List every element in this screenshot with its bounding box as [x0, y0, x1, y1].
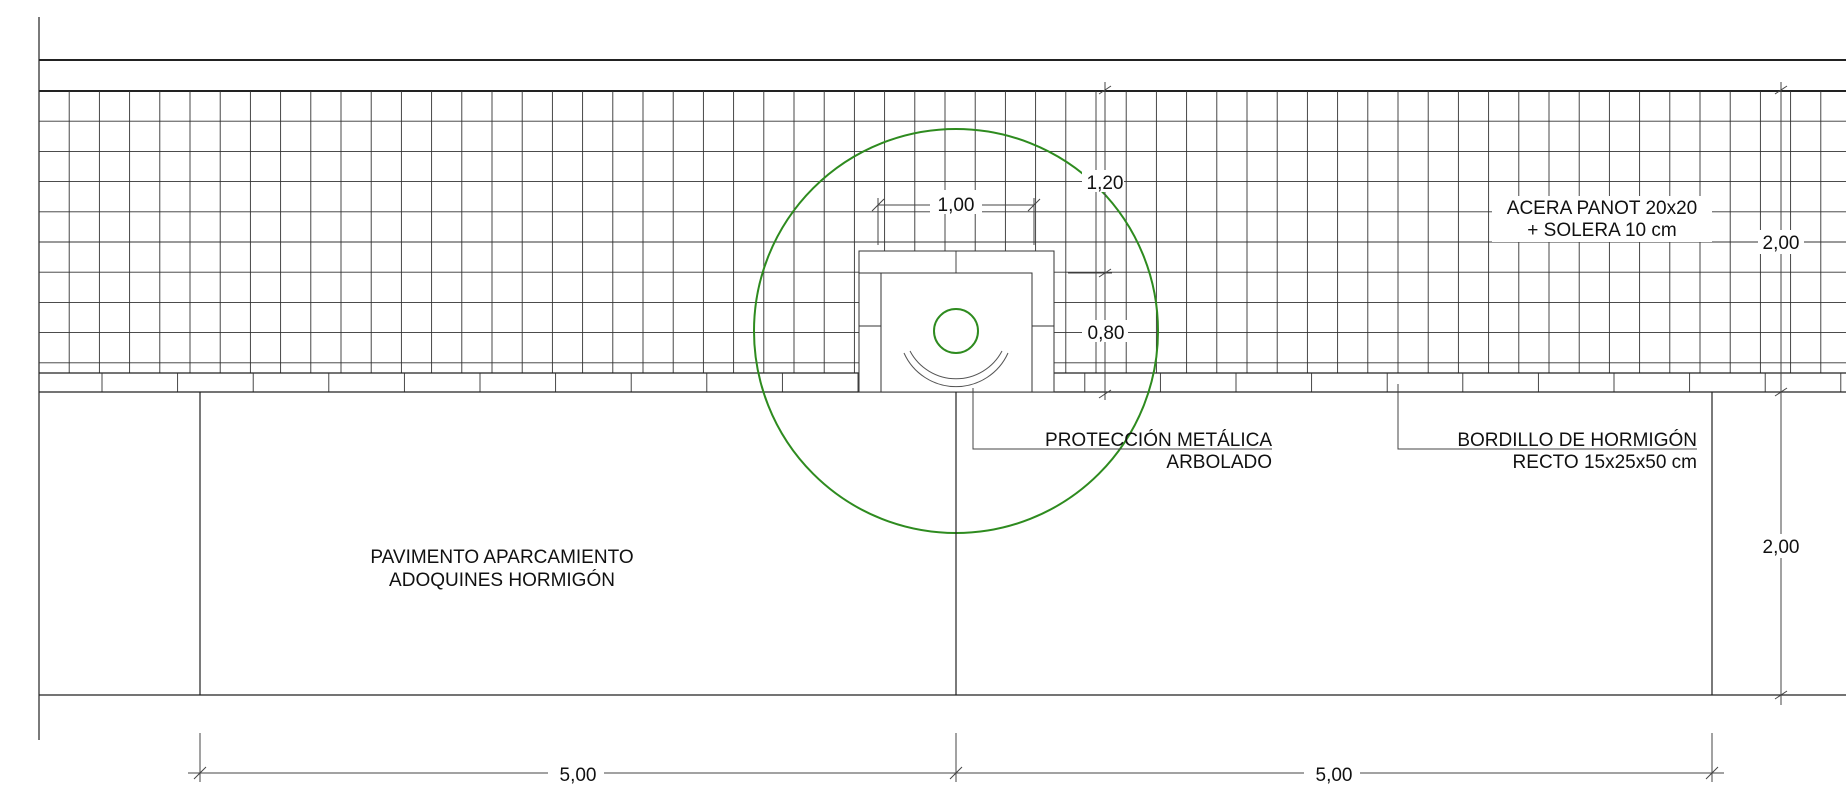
tree-pit-inner: [880, 272, 1033, 393]
sidewalk-label-line2: + SOLERA 10 cm: [1527, 220, 1676, 241]
dimension-right: 2,00 2,00: [1758, 82, 1804, 705]
dimension-pit-depth-label: 0,80: [1088, 323, 1125, 344]
sidewalk-tile-grid: [39, 91, 1846, 374]
sidewalk-annotation: ACERA PANOT 20x20 + SOLERA 10 cm: [1492, 196, 1712, 242]
dimension-bay-left-label: 5,00: [560, 765, 597, 786]
sidewalk-label-line1: ACERA PANOT 20x20: [1507, 198, 1697, 219]
dimension-bay-right-label: 5,00: [1316, 765, 1353, 786]
dimension-sidewalk-width-label: 2,00: [1763, 233, 1800, 254]
dimension-pit-width-label: 1,00: [938, 195, 975, 216]
parking-label-line2: ADOQUINES HORMIGÓN: [389, 569, 615, 591]
protection-label-line1: PROTECCIÓN METÁLICA: [1045, 429, 1272, 451]
curb-label-line2: RECTO 15x25x50 cm: [1513, 452, 1697, 473]
dimension-parking-depth-label: 2,00: [1763, 537, 1800, 558]
curb-label-line1: BORDILLO DE HORMIGÓN: [1457, 429, 1697, 451]
tree-trunk: [933, 308, 979, 354]
curb-leader-line: [1397, 384, 1697, 450]
protection-leader-line: [972, 388, 1272, 450]
dimension-tree-offset: 1,20 0,80: [1068, 82, 1128, 400]
metal-protection-guard: [903, 352, 1009, 388]
dimension-tree-offset-label: 1,20: [1087, 173, 1124, 194]
dimension-bays: 5,00 5,00: [188, 733, 1724, 786]
parking-label-line1: PAVIMENTO APARCAMIENTO: [370, 547, 633, 568]
tree-pit: [858, 250, 1055, 393]
dimension-pit-width: 1,00: [871, 190, 1041, 245]
protection-label-line2: ARBOLADO: [1166, 452, 1272, 473]
